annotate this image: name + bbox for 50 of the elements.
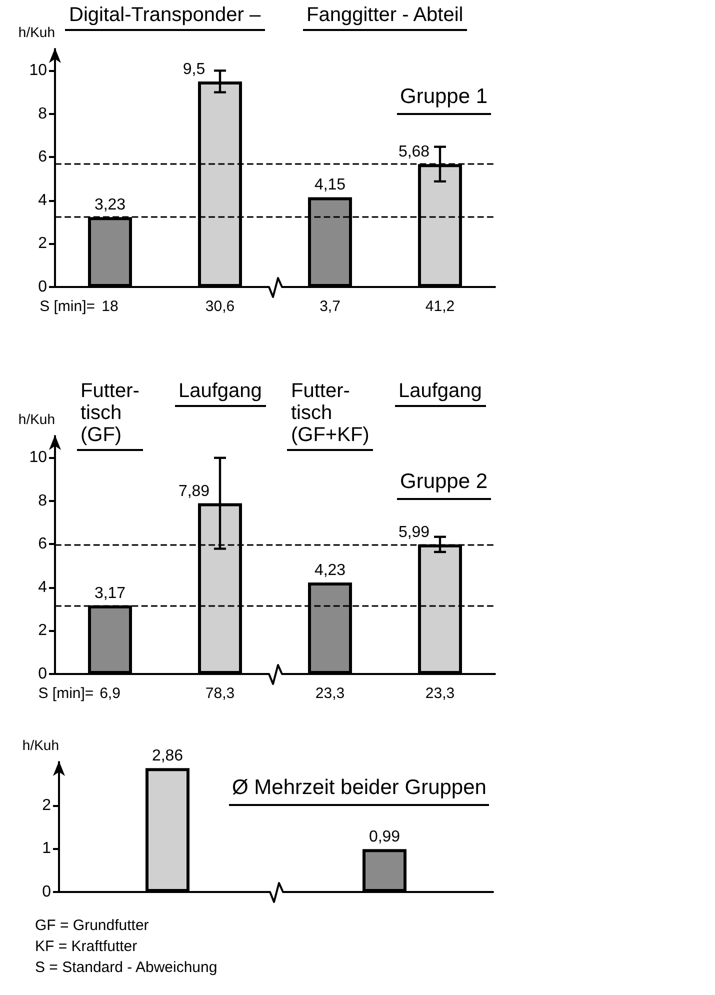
y-tick-label: 0 — [42, 884, 52, 900]
data-label: 5,68 — [398, 144, 430, 161]
text: Laufgang — [174, 380, 266, 407]
y-tick-label: 8 — [38, 492, 48, 510]
data-label: 4,15 — [314, 176, 346, 194]
y-tick-label: 1 — [42, 840, 52, 858]
data-label: 4,23 — [314, 562, 346, 579]
data-label: 9,5 — [182, 60, 206, 78]
text: Gruppe 1 — [397, 85, 491, 115]
y-axis-title: h/Kuh — [18, 24, 55, 40]
data-label: 5,99 — [398, 524, 430, 541]
y-tick-label: 4 — [38, 578, 48, 596]
y-tick-label: 2 — [38, 235, 48, 252]
text: Digital-Transponder – — [65, 4, 265, 31]
data-label: 0,99 — [368, 828, 400, 846]
text: GF = Grundfutter — [35, 916, 149, 936]
text: Gruppe 2 — [397, 470, 491, 500]
x-tick-label: 3,7 — [320, 298, 340, 315]
data-label: 2,86 — [152, 748, 184, 765]
x-tick-label: 23,3 — [425, 685, 455, 702]
y-tick-label: 6 — [38, 536, 48, 553]
y-tick-label: 4 — [38, 192, 48, 209]
text: Ø Mehrzeit beider Gruppen — [229, 776, 490, 806]
text: Laufgang — [394, 380, 486, 407]
x-axis-title: S [min]= — [38, 685, 94, 702]
x-axis-title: S [min]= — [40, 298, 96, 315]
text: KF = Kraftfutter — [35, 937, 138, 957]
x-tick-label: 6,9 — [100, 685, 120, 702]
x-tick-label: 30,6 — [205, 298, 235, 315]
data-label: 7,89 — [178, 482, 210, 500]
annotation: Futter- tisch (GF) — [76, 380, 144, 451]
y-tick-label: 2 — [38, 622, 48, 640]
text: Fanggitter - Abteil — [302, 4, 468, 31]
x-tick-label: 41,2 — [425, 298, 455, 315]
y-tick-label: 10 — [29, 449, 48, 466]
y-tick-label: 8 — [38, 105, 48, 122]
annotation: Futter- tisch (GF+KF) — [287, 380, 374, 451]
y-tick-label: 2 — [42, 796, 52, 814]
data-label: 3,17 — [94, 584, 126, 602]
x-tick-label: 78,3 — [205, 685, 235, 702]
data-label: 3,23 — [94, 196, 126, 214]
y-axis-title: h/Kuh — [22, 737, 59, 753]
y-tick-label: 6 — [38, 148, 48, 166]
x-tick-label: 23,3 — [315, 685, 345, 702]
y-tick-label: 10 — [29, 62, 48, 80]
x-tick-label: 18 — [102, 298, 118, 315]
text: S = Standard - Abweichung — [35, 958, 218, 978]
y-tick-label: 0 — [38, 278, 48, 296]
y-axis-title: h/Kuh — [18, 411, 55, 427]
y-tick-label: 0 — [38, 666, 48, 682]
